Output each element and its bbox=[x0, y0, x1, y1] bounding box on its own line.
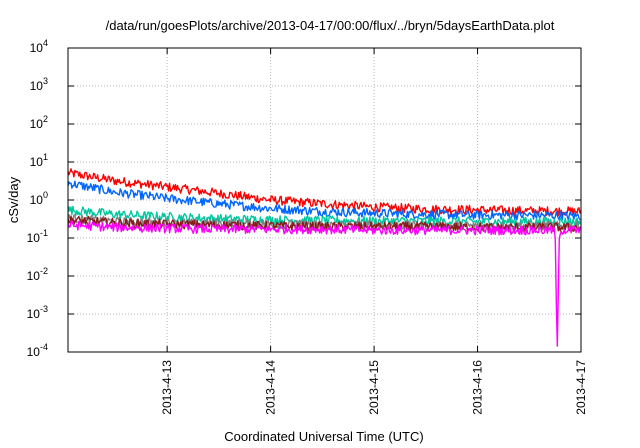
x-tick-label: 2013-4-15 bbox=[367, 360, 381, 415]
y-tick-label: 10-1 bbox=[27, 228, 48, 245]
y-tick-label: 10-2 bbox=[27, 266, 48, 283]
y-tick-label: 103 bbox=[30, 76, 48, 93]
y-tick-label: 102 bbox=[30, 114, 48, 131]
series-layer bbox=[67, 168, 582, 347]
y-tick-label: 10-3 bbox=[27, 304, 48, 321]
grid bbox=[68, 48, 581, 352]
x-tick-label: 2013-4-16 bbox=[471, 360, 485, 415]
x-axis-label: Coordinated Universal Time (UTC) bbox=[224, 429, 423, 444]
y-tick-label: 101 bbox=[30, 152, 48, 169]
plot-frame bbox=[67, 47, 582, 353]
x-tick-label: 2013-4-17 bbox=[574, 360, 588, 415]
y-tick-label: 100 bbox=[30, 190, 48, 207]
y-axis: 10-4 10-3 10-2 10-1 100 101 102 103 104 bbox=[27, 38, 581, 359]
series-line-2 bbox=[67, 180, 582, 221]
y-tick-label: 10-4 bbox=[27, 342, 48, 359]
series-line-5 bbox=[67, 215, 582, 233]
x-tick-label: 2013-4-14 bbox=[264, 360, 278, 415]
x-tick-label: 2013-4-13 bbox=[160, 360, 174, 415]
series-line-6 bbox=[67, 220, 582, 347]
x-axis: 2013-4-13 2013-4-14 2013-4-15 2013-4-16 2013… bbox=[160, 48, 588, 415]
series-line-1 bbox=[67, 168, 582, 217]
y-tick-label: 104 bbox=[30, 38, 48, 55]
y-axis-label: cSv/day bbox=[6, 176, 21, 223]
chart-title: /data/run/goesPlots/archive/2013-04-17/0… bbox=[106, 18, 555, 33]
series-line-3 bbox=[67, 205, 582, 227]
